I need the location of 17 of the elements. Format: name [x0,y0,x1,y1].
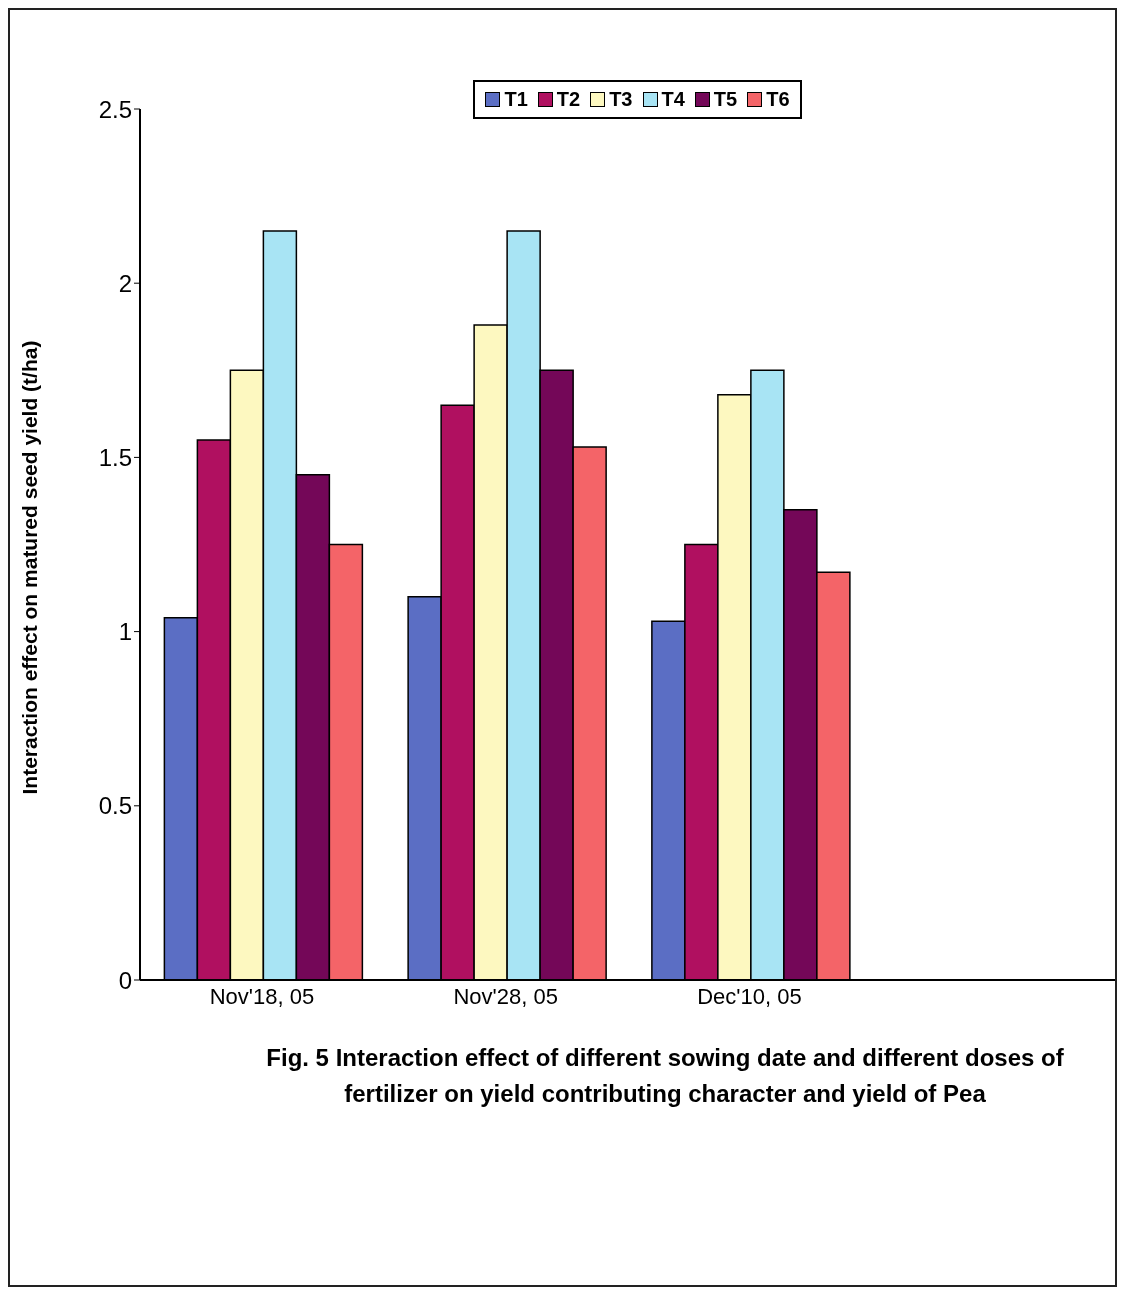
x-tick-label: Nov'28, 05 [453,983,558,1009]
y-tick-label: 0 [118,966,132,994]
legend-label: T6 [765,88,790,111]
y-tick-label: 2.5 [98,95,132,123]
y-tick-label: 0.5 [98,792,132,820]
y-axis-title: Interaction effect on matured seed yield (t/ha) [18,340,42,795]
legend-label: T3 [608,88,633,111]
legend-label: T4 [660,88,685,111]
legend-label: T2 [555,88,581,111]
y-tick-label: 1 [118,618,132,646]
x-tick-label: Dec'10, 05 [697,983,802,1009]
y-tick-label: 1.5 [98,443,132,471]
legend-label: T5 [712,88,738,111]
legend-label: T1 [503,88,528,111]
x-tick-label: Nov'18, 05 [209,983,315,1009]
caption: Fig. 5 Interaction effect of different sowing date and different doses of fertilizer on yield contributing character and yield of Pea [265,1043,1065,1109]
y-tick-label: 2 [118,269,132,297]
